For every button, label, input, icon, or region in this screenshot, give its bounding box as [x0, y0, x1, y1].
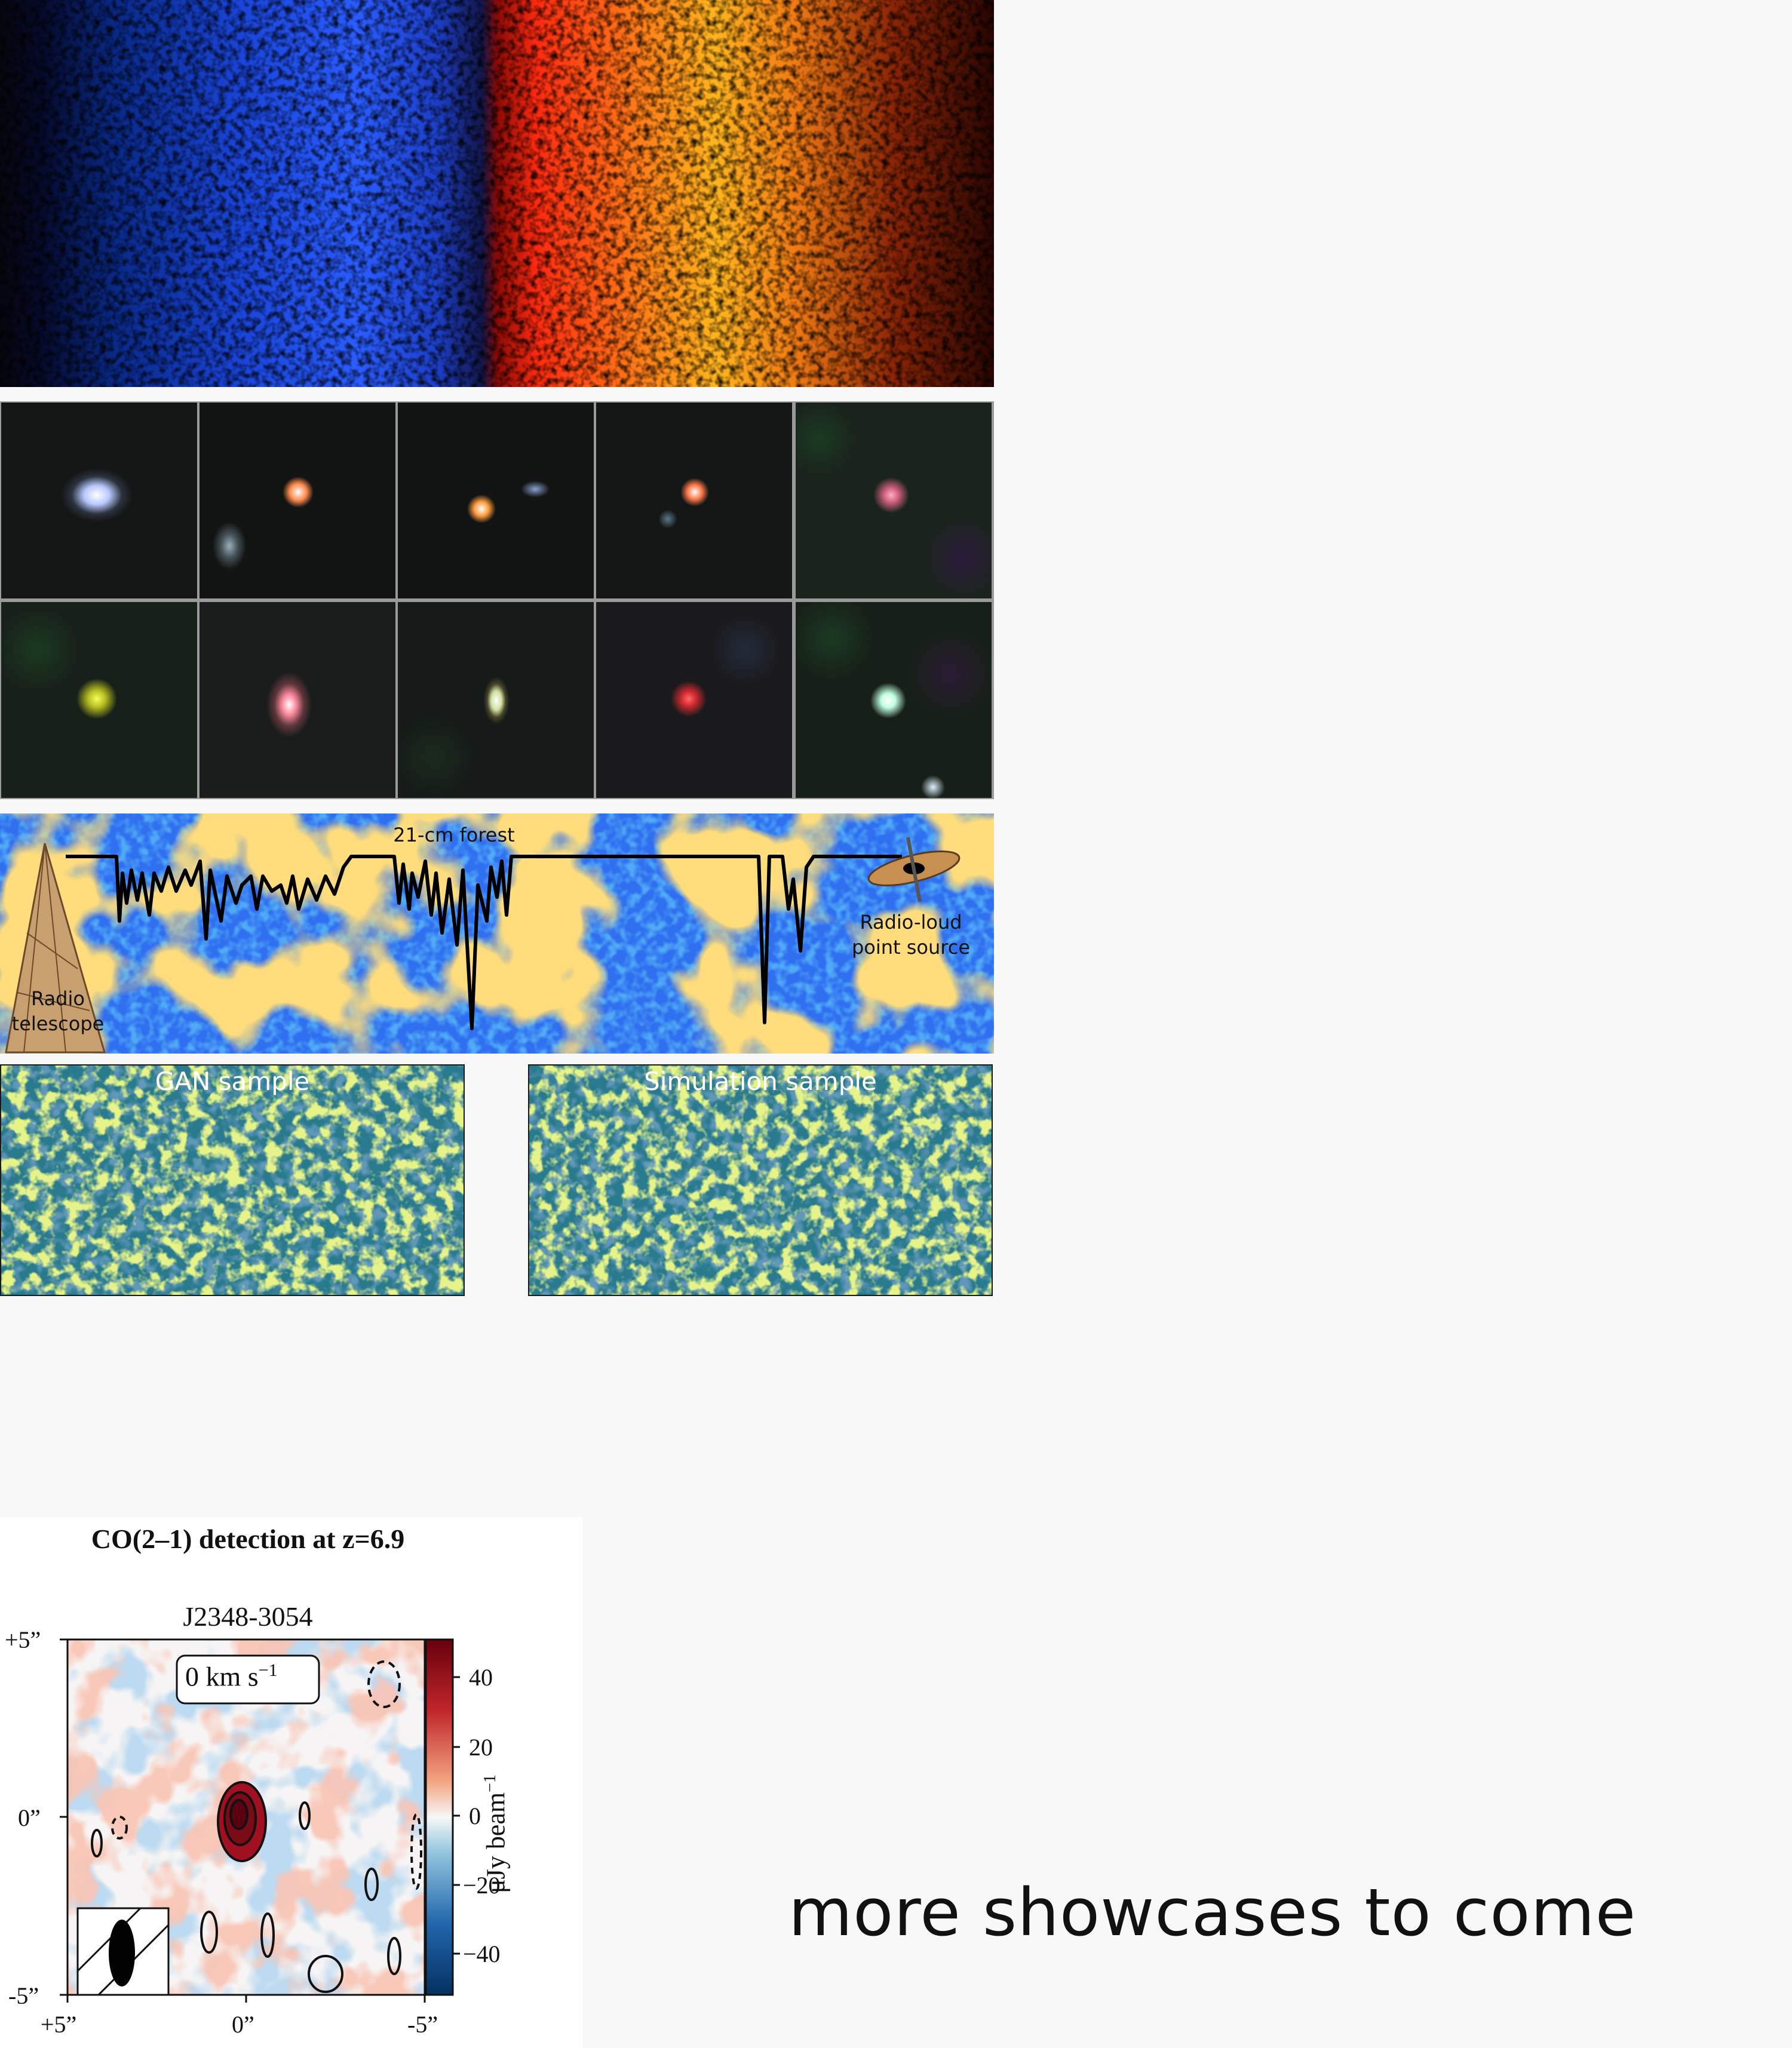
- x-tick-mid: 0”: [232, 2011, 254, 2038]
- forest-title: 21-cm forest: [393, 824, 515, 846]
- gan-sample-title: GAN sample: [155, 1067, 310, 1096]
- galaxy-cutout-2: [200, 403, 395, 598]
- source-label-line-1: Radio-loud: [860, 911, 962, 934]
- source-label: Radio-loud point source: [836, 910, 986, 960]
- forest-map: [0, 813, 994, 1054]
- galaxy-cutout-4: [596, 403, 792, 598]
- footer-text: more showcases to come: [788, 1874, 1637, 1951]
- beam-ellipse-icon: [109, 1920, 135, 1986]
- galaxy-cutout-6: [1, 602, 197, 798]
- colorbar-label-exponent: −1: [480, 1774, 499, 1792]
- gan-sample-map: [1, 1066, 464, 1295]
- galaxy-cutout-5: [796, 403, 992, 598]
- galaxy-cutout-7: [200, 602, 395, 798]
- co-moment-map: [60, 1638, 460, 2003]
- co-heading: CO(2–1) detection at z=6.9: [91, 1524, 405, 1554]
- galaxy-cutout-8: [398, 602, 594, 798]
- cbar-tick-40: 40: [469, 1664, 493, 1691]
- x-tick-right: -5”: [407, 2011, 438, 2038]
- galaxy-cutout-3: [398, 403, 594, 598]
- reionization-texture: [0, 0, 994, 387]
- cbar-tick-20: 20: [469, 1734, 493, 1761]
- simulation-sample-map: [529, 1066, 992, 1295]
- co-target-title: J2348-3054: [183, 1601, 313, 1632]
- telescope-label-line-1: Radio: [31, 987, 85, 1010]
- velocity-value: 0 km s: [185, 1661, 259, 1692]
- galaxy-cutout-10: [796, 602, 992, 798]
- telescope-label-line-2: telescope: [11, 1012, 105, 1035]
- cbar-tick-minus-20: −20: [463, 1872, 501, 1899]
- cbar-tick-minus-40: −40: [463, 1940, 501, 1967]
- reionization-map-image: [0, 0, 994, 387]
- radio-telescope-icon: [5, 843, 106, 1054]
- radio-loud-source-icon: [867, 837, 961, 902]
- x-tick-left: +5”: [41, 2011, 77, 2038]
- simulation-sample-panel: Simulation sample: [528, 1064, 993, 1296]
- gan-sample-panel: GAN sample: [0, 1064, 465, 1296]
- galaxy-cutout-grid: [0, 401, 994, 799]
- telescope-label: Radio telescope: [1, 987, 115, 1036]
- colorbar-label: μJy beam−1: [481, 1739, 511, 1930]
- y-tick-bottom: -5”: [8, 1982, 39, 2009]
- forest-spectrum-line: [66, 855, 902, 1030]
- forest-illustration: 21-cm forest Radio-loud point source Rad…: [0, 813, 994, 1054]
- velocity-unit-exponent: −1: [258, 1660, 278, 1680]
- velocity-label: 0 km s−1: [185, 1660, 278, 1692]
- source-label-line-2: point source: [851, 935, 971, 959]
- simulation-sample-title: Simulation sample: [644, 1067, 877, 1096]
- galaxy-cutout-1: [1, 403, 197, 598]
- y-tick-mid: 0”: [18, 1804, 41, 1831]
- colorbar-label-unit: μJy beam: [481, 1792, 511, 1893]
- cbar-tick-0: 0: [469, 1803, 481, 1829]
- y-tick-top: +5”: [5, 1626, 41, 1653]
- galaxy-cutout-9: [596, 602, 792, 798]
- co-detection-panel: CO(2–1) detection at z=6.9 J2348-3054: [0, 1517, 582, 2048]
